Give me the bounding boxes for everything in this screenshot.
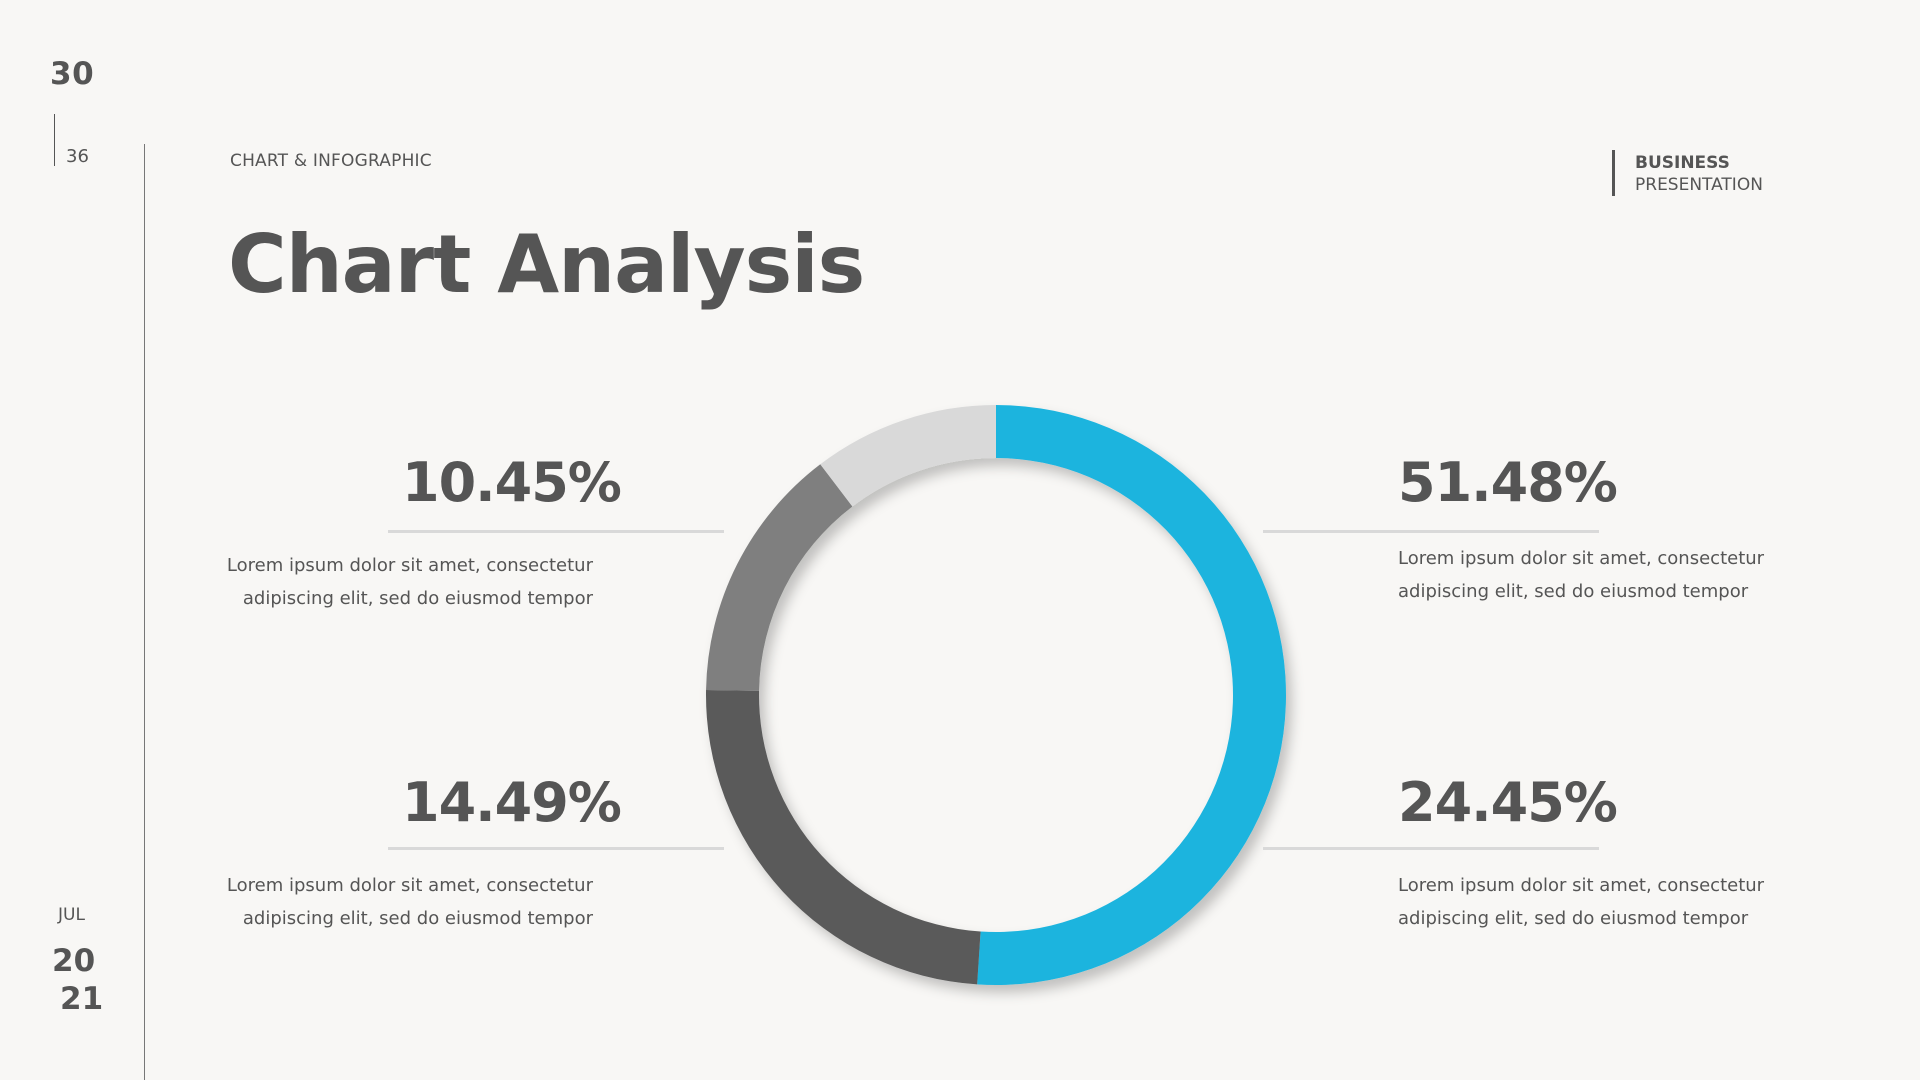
page-number-divider [54,114,55,166]
stat-rule-top-right [1263,530,1599,533]
stat-desc-top-left: Lorem ipsum dolor sit amet, consectetur … [193,549,593,615]
donut-slice-2 [706,689,981,985]
stat-desc-top-left-line1: Lorem ipsum dolor sit amet, consectetur [226,555,593,576]
brand-line-presentation: PRESENTATION [1635,175,1763,195]
stat-rule-bottom-left [388,847,724,850]
brand-divider [1612,150,1615,196]
donut-slices [706,405,1286,985]
stat-value-bottom-right: 24.45% [1398,771,1618,834]
donut-slice-4 [820,405,996,507]
page-number: 30 [50,56,95,92]
page-total: 36 [66,146,89,167]
date-year-part2: 21 [60,981,104,1017]
stat-desc-bottom-left: Lorem ipsum dolor sit amet, consectetur … [193,869,593,935]
stat-value-top-right: 51.48% [1398,451,1618,514]
left-rail-line [144,144,145,1080]
stat-desc-top-right: Lorem ipsum dolor sit amet, consectetur … [1398,542,1798,608]
stat-desc-bottom-right-line1: Lorem ipsum dolor sit amet, consectetur [1398,875,1765,896]
stat-desc-top-right-line2: adipiscing elit, sed do eiusmod tempor [1398,581,1749,602]
stat-desc-bottom-left-line1: Lorem ipsum dolor sit amet, consectetur [226,875,593,896]
date-month: JUL [58,905,85,925]
stat-desc-bottom-right: Lorem ipsum dolor sit amet, consectetur … [1398,869,1798,935]
stat-desc-top-left-line2: adipiscing elit, sed do eiusmod tempor [242,588,593,609]
stat-value-bottom-left: 14.49% [402,771,622,834]
stat-desc-bottom-right-line2: adipiscing elit, sed do eiusmod tempor [1398,908,1749,929]
stat-desc-top-right-line1: Lorem ipsum dolor sit amet, consectetur [1398,548,1765,569]
stat-rule-top-left [388,530,724,533]
page-title: Chart Analysis [228,218,865,311]
stat-rule-bottom-right [1263,847,1599,850]
section-label: CHART & INFOGRAPHIC [230,151,432,171]
brand-line-business: BUSINESS [1635,153,1730,173]
stat-value-top-left: 10.45% [402,451,622,514]
donut-slice-3 [706,464,853,691]
stat-desc-bottom-left-line2: adipiscing elit, sed do eiusmod tempor [242,908,593,929]
donut-slice-1 [977,405,1286,985]
date-year-part1: 20 [52,943,96,979]
